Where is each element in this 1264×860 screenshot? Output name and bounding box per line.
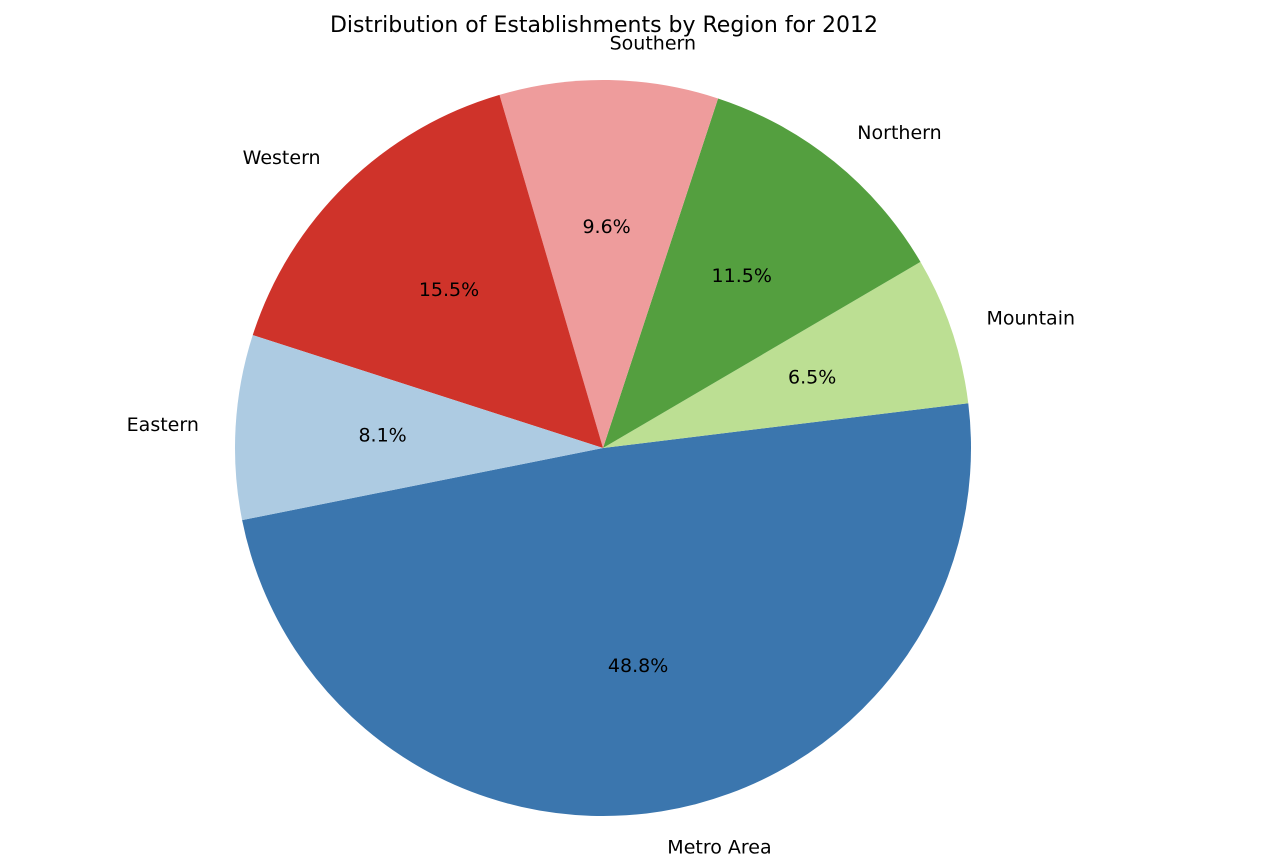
pie-category-label-mountain: Mountain [987,307,1076,329]
pie-percent-label-southern: 9.6% [582,216,630,238]
pie-slice-western [252,94,604,449]
pie-labels: 48.8% Metro Area 6.5% Mountain 11.5% Northern… [127,32,1075,858]
pie-category-label-eastern: Eastern [127,414,199,436]
pie-slice-eastern [234,335,603,521]
pie-slice-metro-area [242,403,971,817]
pie-category-label-metro-area: Metro Area [667,837,771,859]
chart-title: Distribution of Establishments by Region… [330,13,878,38]
pie-category-label-northern: Northern [857,122,941,144]
pie-category-label-southern: Southern [610,32,696,54]
pie-slice-northern [603,98,921,448]
pie-slice-mountain [603,261,969,448]
pie-percent-label-metro-area: 48.8% [608,655,668,677]
pie-percent-label-mountain: 6.5% [788,366,836,388]
pie-slice-southern [499,79,719,448]
pie-percent-label-western: 15.5% [419,279,479,301]
pie-percent-label-eastern: 8.1% [358,424,406,446]
pie-slices [234,79,971,817]
pie-category-label-western: Western [243,147,321,169]
pie-percent-label-northern: 11.5% [712,265,772,287]
